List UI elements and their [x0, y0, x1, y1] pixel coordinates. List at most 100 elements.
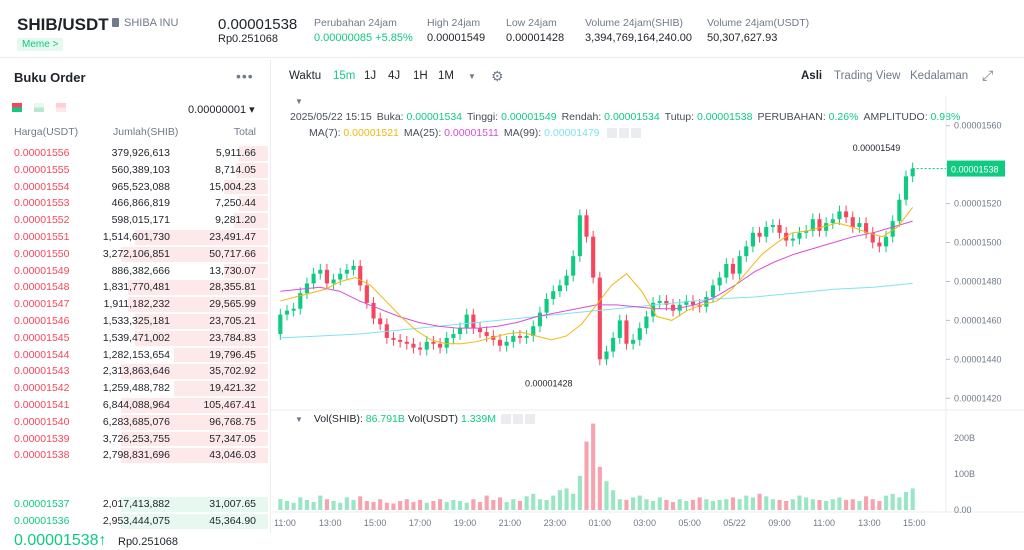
eye-icon[interactable]	[606, 128, 617, 139]
eye-icon[interactable]	[500, 414, 511, 425]
candle-body	[717, 277, 722, 286]
orderbook-row[interactable]: 0.00001537 2,017,413,882 31,007.65	[0, 496, 268, 513]
candle-body	[724, 263, 729, 278]
close-small-icon[interactable]	[524, 414, 535, 425]
candle-body	[897, 199, 902, 222]
vol-usdt-value: 1.339M	[460, 413, 496, 425]
volume-bar	[897, 497, 902, 510]
interval-dropdown-icon[interactable]: ▼	[468, 72, 476, 81]
price-tick-label: 0.00001500	[954, 238, 1002, 248]
orderbook-row[interactable]: 0.00001551 1,514,601,730 23,491.47	[0, 229, 268, 246]
time-tick-label: 11:00	[274, 518, 296, 528]
orderbook-row[interactable]: 0.00001542 1,259,488,782 19,421.32	[0, 380, 268, 397]
candlestick-chart[interactable]: 0.000015600.000015400.000015200.00001500…	[271, 60, 1024, 533]
orderbook-row[interactable]: 0.00001544 1,282,153,654 19,796.45	[0, 347, 268, 364]
view-asli[interactable]: Asli	[801, 70, 823, 82]
meme-tag[interactable]: Meme >	[17, 38, 64, 51]
orderbook-row[interactable]: 0.00001536 2,953,444,075 45,364.90	[0, 513, 268, 530]
volume-bar	[524, 496, 529, 510]
volume-bar	[291, 502, 296, 510]
row-total: 9,281.20	[215, 214, 256, 227]
bids-only-icon[interactable]	[34, 103, 44, 112]
orderbook-row[interactable]: 0.00001552 598,015,171 9,281.20	[0, 212, 268, 229]
candle-body	[790, 238, 795, 241]
volume-bar	[611, 490, 616, 510]
orderbook-row[interactable]: 0.00001556 379,926,613 5,911.66	[0, 145, 268, 162]
ma-info: MA(7): 0.00001521 MA(25): 0.00001511 MA(99…	[309, 127, 641, 139]
row-total: 23,784.83	[209, 331, 256, 344]
volume-bar	[531, 493, 536, 510]
view-tradingview[interactable]: Trading View	[834, 70, 901, 82]
volume-bar	[571, 493, 576, 510]
row-total: 28,355.81	[209, 281, 256, 294]
orderbook-row[interactable]: 0.00001555 560,389,103 8,714.05	[0, 162, 268, 179]
vol-shib-value: 86.791B	[365, 413, 405, 425]
orderbook-row[interactable]: 0.00001549 886,382,666 13,730.07	[0, 263, 268, 280]
close-small-icon[interactable]	[630, 128, 641, 139]
fullscreen-icon[interactable]: ⤢	[982, 67, 994, 83]
orderbook-row[interactable]: 0.00001539 3,726,253,755 57,347.05	[0, 431, 268, 448]
row-price: 0.00001547	[14, 298, 70, 311]
view-depth[interactable]: Kedalaman	[910, 70, 969, 82]
candle-body	[704, 297, 709, 307]
candle-body	[804, 230, 809, 233]
more-icon[interactable]: •••	[236, 68, 254, 84]
precision-select[interactable]: 0.00000001 ▾	[188, 104, 255, 116]
interval-1j[interactable]: 1J	[364, 70, 377, 82]
candle-body	[830, 219, 835, 224]
orderbook-row[interactable]: 0.00001541 6,844,088,964 105,467.41	[0, 397, 268, 414]
interval-1h[interactable]: 1H	[413, 70, 428, 82]
orderbook-row[interactable]: 0.00001540 6,283,685,076 96,768.75	[0, 414, 268, 431]
volume-collapse-icon[interactable]: ▼	[295, 415, 303, 424]
candle-body	[471, 314, 476, 329]
orderbook-row[interactable]: 0.00001538 2,798,831,696 43,046.03	[0, 447, 268, 464]
vol-usdt-label: Vol(USDT)	[407, 413, 459, 425]
row-total: 7,250.44	[215, 197, 256, 210]
settings-small-icon[interactable]	[618, 128, 629, 139]
both-sides-icon[interactable]	[12, 103, 22, 112]
row-price: 0.00001542	[14, 382, 70, 395]
candle-body	[491, 335, 496, 340]
mid-price[interactable]: 0.00001538↑	[14, 532, 107, 549]
settings-icon[interactable]: ⚙	[491, 68, 504, 84]
volume-bar	[584, 441, 589, 510]
volume-bar	[517, 501, 523, 510]
stat-label: Perubahan 24jam	[314, 17, 397, 29]
time-tick-label: 19:00	[454, 518, 477, 528]
orderbook-row[interactable]: 0.00001546 1,533,325,181 23,705.21	[0, 313, 268, 330]
volume-bar	[537, 499, 542, 510]
volume-info: ▼ Vol(SHIB): 86.791B Vol(USDT) 1.339M	[295, 413, 535, 425]
chart-collapse-icon[interactable]: ▼	[295, 97, 303, 106]
row-total: 23,705.21	[209, 314, 256, 327]
orderbook-row[interactable]: 0.00001543 2,313,863,646 35,702.92	[0, 363, 268, 380]
coin-name[interactable]: SHIBA INU	[112, 17, 178, 29]
row-total: 19,421.32	[209, 382, 256, 395]
candle-body	[604, 351, 609, 360]
interval-4j[interactable]: 4J	[388, 70, 401, 82]
candle-body	[624, 320, 629, 344]
interval-1m[interactable]: 1M	[438, 70, 454, 82]
interval-15m[interactable]: 15m	[333, 70, 356, 82]
asks-only-icon[interactable]	[56, 103, 66, 112]
candle-body	[391, 337, 396, 340]
orderbook-row[interactable]: 0.00001550 3,272,106,851 50,717.66	[0, 246, 268, 263]
orderbook-row[interactable]: 0.00001547 1,911,182,232 29,565.99	[0, 296, 268, 313]
price-tick-label: 0.00001560	[954, 121, 1002, 131]
settings-small-icon[interactable]	[512, 414, 523, 425]
orderbook-row[interactable]: 0.00001545 1,539,471,002 23,784.83	[0, 330, 268, 347]
orderbook-row[interactable]: 0.00001553 466,866,819 7,250.44	[0, 195, 268, 212]
candle-body	[378, 318, 383, 325]
row-price: 0.00001548	[14, 281, 70, 294]
volume-bar	[631, 497, 636, 510]
row-amount: 598,015,171	[111, 214, 170, 227]
orderbook-row[interactable]: 0.00001554 965,523,088 15,004.23	[0, 179, 268, 196]
depth-bar	[173, 347, 268, 363]
ma7-line	[280, 207, 914, 345]
candle-body	[737, 256, 742, 274]
orderbook-row[interactable]: 0.00001548 1,831,770,481 28,355.81	[0, 279, 268, 296]
volume-bar	[624, 499, 629, 510]
ohlc-key: Tutup:	[664, 111, 695, 123]
ma-key: MA(99):	[503, 127, 545, 139]
pair-title[interactable]: SHIB/USDT	[17, 15, 109, 34]
volume-bar	[318, 495, 323, 510]
